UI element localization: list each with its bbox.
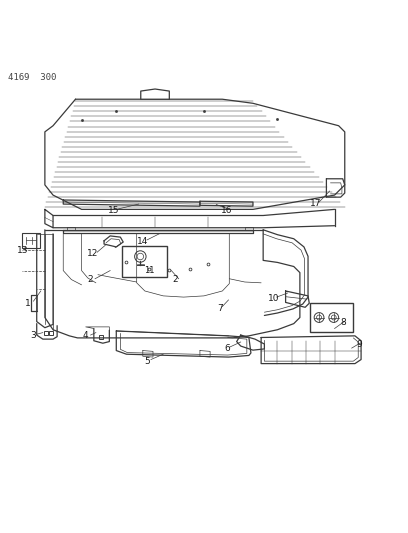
Text: 16: 16 bbox=[221, 206, 232, 215]
Text: 12: 12 bbox=[87, 249, 99, 258]
Bar bbox=[22, 232, 40, 248]
Text: 1: 1 bbox=[24, 298, 30, 308]
Text: 8: 8 bbox=[341, 318, 346, 327]
Bar bbox=[310, 303, 353, 332]
Text: 9: 9 bbox=[356, 341, 362, 349]
Text: 4: 4 bbox=[83, 332, 89, 341]
Text: 17: 17 bbox=[310, 199, 322, 208]
Text: 5: 5 bbox=[144, 357, 150, 366]
Text: 14: 14 bbox=[137, 237, 149, 246]
Text: 10: 10 bbox=[268, 294, 279, 303]
Text: 15: 15 bbox=[108, 206, 119, 215]
Text: 13: 13 bbox=[17, 246, 28, 255]
Text: 2: 2 bbox=[87, 275, 93, 284]
Text: 4169  300: 4169 300 bbox=[8, 72, 57, 82]
Text: 11: 11 bbox=[144, 266, 154, 275]
Text: 2: 2 bbox=[173, 275, 178, 284]
Text: 6: 6 bbox=[225, 344, 231, 353]
Text: 7: 7 bbox=[217, 304, 223, 313]
Text: 3: 3 bbox=[31, 332, 36, 341]
Bar bbox=[122, 246, 167, 277]
